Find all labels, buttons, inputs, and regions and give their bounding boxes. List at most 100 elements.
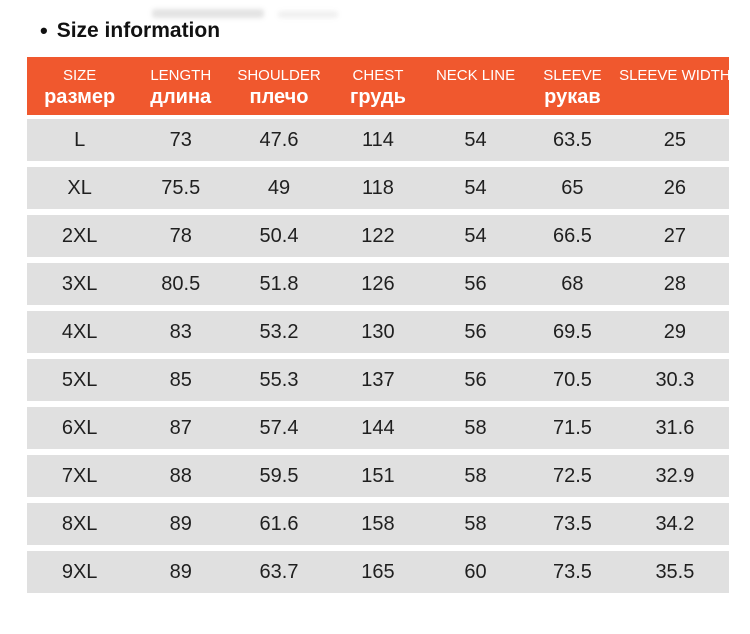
measurement-cell: 89 <box>169 560 192 583</box>
measurement-cell: 85 <box>169 368 192 391</box>
header-label-ru: плечо <box>249 86 309 108</box>
measurement-cell: 165 <box>361 560 395 583</box>
measurement-cell: 73 <box>169 128 192 151</box>
measurement-cell: 56 <box>464 320 487 343</box>
measurement-cell: 144 <box>361 416 395 439</box>
header-label-en: SLEEVE <box>543 67 602 84</box>
measurement-cell: 56 <box>464 368 487 391</box>
measurement-cell: 51.8 <box>259 272 299 295</box>
size-table-header-row: SIZE размер LENGTH длина SHOULDER плечо CHEST г… <box>27 57 731 115</box>
size-cell: 8XL <box>61 512 98 535</box>
header-cell-chest: CHEST грудь <box>329 57 427 115</box>
measurement-cell: 158 <box>361 512 395 535</box>
size-cell: 4XL <box>61 320 98 343</box>
measurement-cell: 70.5 <box>552 368 592 391</box>
table-row: 2XL 78 50.4 122 54 66.5 27 <box>27 215 729 257</box>
measurement-cell: 47.6 <box>259 128 299 151</box>
measurement-cell: 58 <box>464 416 487 439</box>
measurement-cell: 88 <box>169 464 192 487</box>
table-row: 6XL 87 57.4 144 58 71.5 31.6 <box>27 407 729 449</box>
size-cell: 6XL <box>61 416 98 439</box>
measurement-cell: 30.3 <box>655 368 695 391</box>
measurement-cell: 118 <box>362 176 394 199</box>
measurement-cell: 61.6 <box>259 512 299 535</box>
cropped-image-artifact <box>152 9 264 18</box>
header-label-en: NECK LINE <box>435 67 516 84</box>
measurement-cell: 54 <box>464 224 487 247</box>
table-row: 5XL 85 55.3 137 56 70.5 30.3 <box>27 359 729 401</box>
size-cell: XL <box>67 176 92 199</box>
table-row: 4XL 83 53.2 130 56 69.5 29 <box>27 311 729 353</box>
measurement-cell: 54 <box>464 176 487 199</box>
size-cell: 3XL <box>61 272 98 295</box>
header-cell-neck-line: NECK LINE <box>427 57 524 115</box>
header-label-en: CHEST <box>352 67 404 84</box>
measurement-cell: 63.5 <box>552 128 592 151</box>
measurement-cell: 130 <box>361 320 395 343</box>
measurement-cell: 69.5 <box>552 320 592 343</box>
measurement-cell: 87 <box>169 416 192 439</box>
measurement-cell: 58 <box>464 464 487 487</box>
measurement-cell: 151 <box>361 464 395 487</box>
header-label-ru: длина <box>150 86 212 108</box>
measurement-cell: 35.5 <box>655 560 695 583</box>
section-title: • Size information <box>40 19 220 43</box>
header-label-en: SLEEVE WIDTH <box>619 67 731 84</box>
size-cell: 2XL <box>61 224 98 247</box>
header-label-ru: грудь <box>350 86 406 108</box>
measurement-cell: 54 <box>464 128 487 151</box>
measurement-cell: 114 <box>362 128 394 151</box>
measurement-cell: 60 <box>464 560 487 583</box>
measurement-cell: 57.4 <box>259 416 299 439</box>
measurement-cell: 50.4 <box>259 224 299 247</box>
measurement-cell: 80.5 <box>161 272 201 295</box>
measurement-cell: 72.5 <box>552 464 592 487</box>
measurement-cell: 59.5 <box>259 464 299 487</box>
measurement-cell: 34.2 <box>655 512 695 535</box>
measurement-cell: 27 <box>663 224 687 247</box>
header-cell-sleeve-width: SLEEVE WIDTH <box>619 57 731 115</box>
measurement-cell: 89 <box>169 512 192 535</box>
table-row: XL 75.5 49 118 54 65 26 <box>27 167 729 209</box>
table-row: 9XL 89 63.7 165 60 73.5 35.5 <box>27 551 729 593</box>
header-cell-shoulder: SHOULDER плечо <box>229 57 329 115</box>
size-table: SIZE размер LENGTH длина SHOULDER плечо CHEST г… <box>27 57 731 599</box>
measurement-cell: 75.5 <box>161 176 201 199</box>
measurement-cell: 63.7 <box>259 560 299 583</box>
table-row: L 73 47.6 114 54 63.5 25 <box>27 119 729 161</box>
measurement-cell: 73.5 <box>552 512 592 535</box>
measurement-cell: 66.5 <box>552 224 592 247</box>
measurement-cell: 137 <box>361 368 395 391</box>
header-label-en: LENGTH <box>150 67 212 84</box>
header-cell-size: SIZE размер <box>27 57 132 115</box>
measurement-cell: 58 <box>464 512 487 535</box>
size-cell: 9XL <box>61 560 98 583</box>
measurement-cell: 28 <box>663 272 687 295</box>
size-cell: L <box>74 128 86 151</box>
measurement-cell: 29 <box>663 320 687 343</box>
measurement-cell: 55.3 <box>259 368 299 391</box>
measurement-cell: 65 <box>561 176 584 199</box>
measurement-cell: 78 <box>169 224 192 247</box>
header-label-en: SHOULDER <box>237 67 321 84</box>
measurement-cell: 31.6 <box>655 416 695 439</box>
measurement-cell: 32.9 <box>655 464 695 487</box>
measurement-cell: 25 <box>663 128 687 151</box>
size-cell: 5XL <box>61 368 98 391</box>
section-title-label: Size information <box>56 19 221 42</box>
header-label-en: SIZE <box>62 67 97 84</box>
size-cell: 7XL <box>61 464 98 487</box>
table-row: 8XL 89 61.6 158 58 73.5 34.2 <box>27 503 729 545</box>
size-table-body: L 73 47.6 114 54 63.5 25 XL 75.5 49 118 54 65 26 2XL 78… <box>27 119 729 593</box>
measurement-cell: 49 <box>267 176 291 199</box>
measurement-cell: 73.5 <box>552 560 592 583</box>
header-cell-sleeve: SLEEVE рукав <box>524 57 621 115</box>
bullet-icon: • <box>40 18 48 43</box>
table-row: 3XL 80.5 51.8 126 56 68 28 <box>27 263 729 305</box>
measurement-cell: 68 <box>561 272 584 295</box>
header-label-ru: размер <box>44 86 116 108</box>
measurement-cell: 122 <box>361 224 395 247</box>
measurement-cell: 71.5 <box>552 416 592 439</box>
header-label-ru: рукав <box>544 86 601 108</box>
